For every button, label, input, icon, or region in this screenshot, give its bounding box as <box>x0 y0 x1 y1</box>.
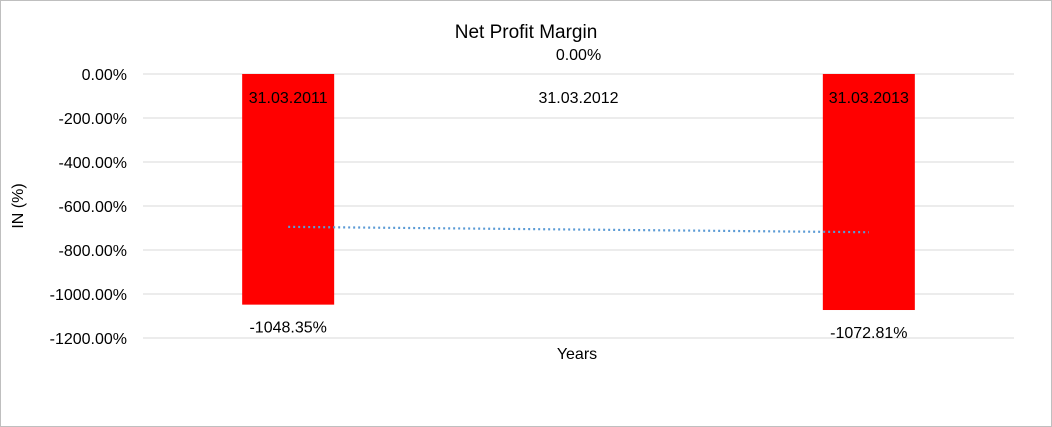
y-tick-label: -400.00% <box>59 155 128 172</box>
y-tick-label: -1000.00% <box>50 287 127 304</box>
y-tick-label: -200.00% <box>59 111 128 128</box>
data-label: -1072.81% <box>830 325 907 342</box>
trendline <box>288 225 869 234</box>
bar <box>242 74 335 305</box>
category-label: 31.03.2013 <box>829 90 909 107</box>
y-tick-label: -800.00% <box>59 243 128 260</box>
data-label: 0.00% <box>556 47 601 64</box>
category-label: 31.03.2012 <box>538 90 618 107</box>
bar-layer <box>242 74 915 311</box>
y-axis-title: IN (%) <box>10 183 27 228</box>
y-tick-label-layer: 0.00% -200.00% -400.00% -600.00% -800.00% -10… <box>50 67 127 348</box>
y-tick-label: -1200.00% <box>50 331 127 348</box>
category-label-layer: 31.03.2011 31.03.2012 31.03.2013 <box>249 90 909 107</box>
chart-title: Net Profit Margin <box>455 22 598 43</box>
y-tick-label: -600.00% <box>59 199 128 216</box>
data-label: -1048.35% <box>249 320 326 337</box>
x-axis-title: Years <box>557 346 597 363</box>
trend-layer <box>288 225 869 234</box>
category-label: 31.03.2011 <box>249 90 328 107</box>
y-tick-label: 0.00% <box>82 67 127 84</box>
value-label-layer: -1048.35% 0.00% -1072.81% <box>249 47 907 342</box>
bar <box>822 74 915 311</box>
